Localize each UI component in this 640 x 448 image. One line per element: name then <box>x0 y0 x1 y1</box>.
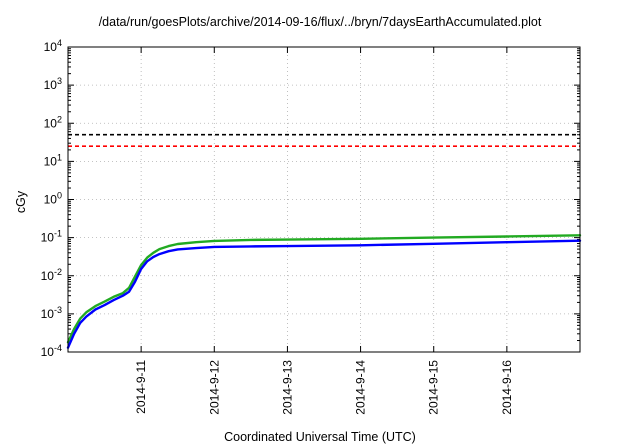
y-tick-label: 104 <box>44 38 62 54</box>
y-tick-label: 100 <box>44 191 62 207</box>
y-tick-label: 10-1 <box>41 229 62 245</box>
y-tick-label: 10-4 <box>41 343 62 359</box>
series-line <box>66 234 582 344</box>
y-tick-label: 103 <box>44 76 62 92</box>
series-line <box>66 239 582 349</box>
plot-frame <box>67 46 581 353</box>
y-tick-label: 10-3 <box>41 305 62 321</box>
x-tick-label: 2014-9-16 <box>500 360 514 415</box>
y-tick-label: 10-2 <box>41 267 62 283</box>
chart-title: /data/run/goesPlots/archive/2014-09-16/f… <box>98 15 542 29</box>
x-axis-label: Coordinated Universal Time (UTC) <box>224 430 416 444</box>
x-tick-label: 2014-9-12 <box>207 360 221 415</box>
x-tick-label: 2014-9-11 <box>134 360 148 414</box>
y-tick-label: 102 <box>44 114 62 130</box>
x-tick-label: 2014-9-15 <box>427 360 441 415</box>
y-tick-label: 101 <box>44 152 62 168</box>
x-tick-label: 2014-9-14 <box>354 360 368 415</box>
x-tick-label: 2014-9-13 <box>280 360 294 415</box>
